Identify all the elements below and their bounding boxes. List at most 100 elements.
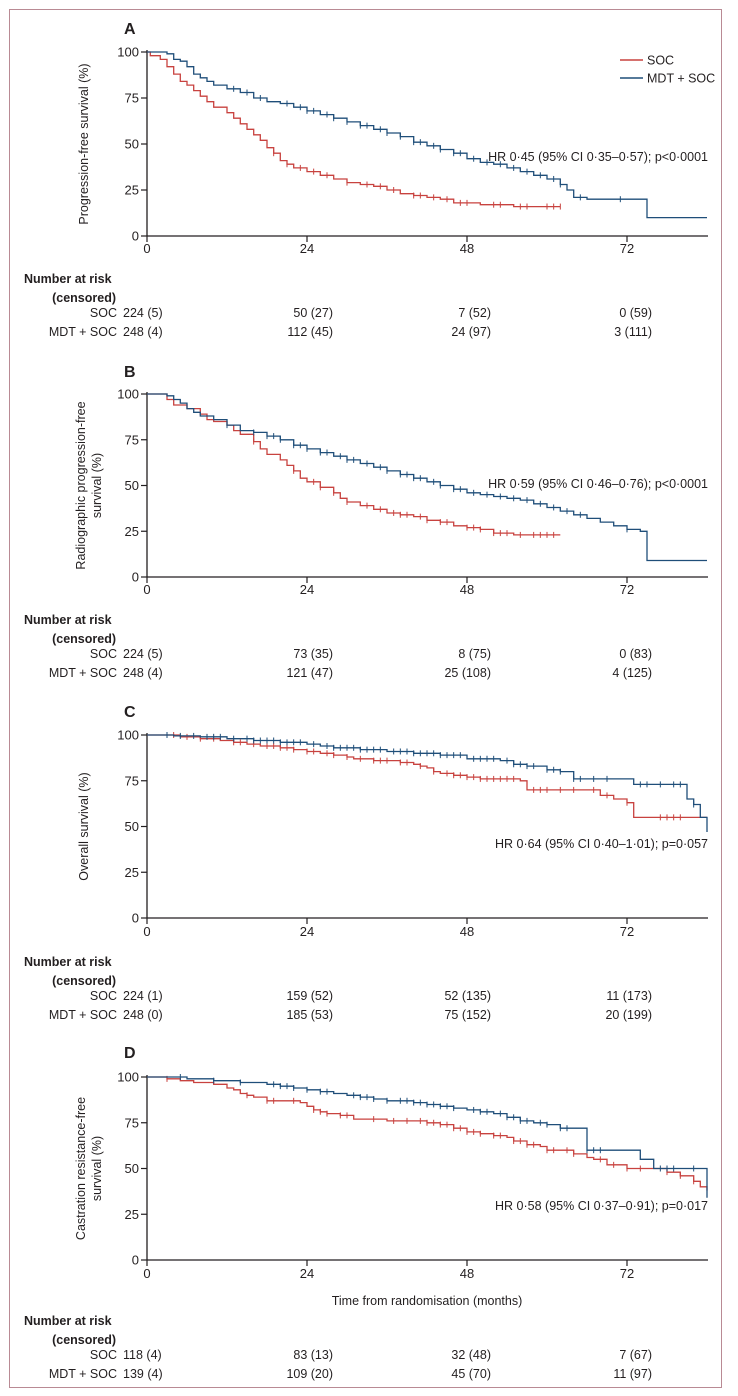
panel-c: C 0 25 50 75 100 0 24 48 72 Overall survival (%) HR… — [24, 704, 708, 1022]
risk-cell: 224 (5) — [123, 647, 163, 661]
legend-label: MDT + SOC — [647, 72, 715, 86]
risk-cell: 32 (48) — [451, 1348, 491, 1362]
risk-cell: 224 (1) — [123, 989, 163, 1003]
panel-letter: D — [124, 1045, 136, 1062]
km-curve-soc — [147, 1076, 708, 1191]
y-axis-label: survival (%) — [90, 1136, 104, 1201]
risk-cell: 185 (53) — [286, 1008, 333, 1022]
risk-table-title: Number at risk — [24, 1314, 112, 1328]
hazard-ratio-annotation: HR 0·45 (95% CI 0·35–0·57); p<0·0001 — [488, 150, 708, 164]
y-tick-label: 25 — [125, 1207, 139, 1222]
risk-cell: 8 (75) — [458, 647, 491, 661]
y-tick-label: 75 — [125, 432, 139, 447]
risk-row-label: SOC — [90, 306, 117, 320]
risk-cell: 24 (97) — [451, 325, 491, 339]
risk-row-label: SOC — [90, 1348, 117, 1362]
y-tick-label: 100 — [117, 387, 139, 402]
x-tick-label: 72 — [620, 1266, 634, 1281]
risk-cell: 25 (108) — [444, 666, 491, 680]
x-tick-label: 48 — [460, 241, 474, 256]
y-tick-label: 50 — [125, 478, 139, 493]
km-curve-mdt-soc — [147, 393, 707, 562]
y-tick-label: 50 — [125, 1161, 139, 1176]
y-axis-label: Castration resistance-free — [74, 1097, 88, 1240]
risk-cell: 224 (5) — [123, 306, 163, 320]
y-tick-label: 50 — [125, 137, 139, 152]
risk-cell: 139 (4) — [123, 1367, 163, 1381]
km-curve-mdt-soc — [147, 51, 707, 219]
panel-letter: B — [124, 364, 136, 381]
legend-label: SOC — [647, 54, 674, 68]
km-curve-soc — [147, 51, 561, 208]
x-tick-label: 0 — [143, 1266, 150, 1281]
y-tick-label: 0 — [132, 1253, 139, 1268]
risk-cell: 109 (20) — [286, 1367, 333, 1381]
y-tick-label: 75 — [125, 91, 139, 106]
y-tick-label: 100 — [117, 1070, 139, 1085]
panel-letter: A — [124, 21, 136, 38]
x-tick-label: 0 — [143, 582, 150, 597]
km-curve-mdt-soc — [147, 734, 708, 832]
risk-cell: 248 (0) — [123, 1008, 163, 1022]
risk-cell: 52 (135) — [444, 989, 491, 1003]
y-tick-label: 100 — [117, 45, 139, 60]
y-tick-label: 75 — [125, 1115, 139, 1130]
risk-cell: 11 (97) — [613, 1367, 652, 1381]
risk-row-label: SOC — [90, 647, 117, 661]
risk-cell: 121 (47) — [286, 666, 333, 680]
x-tick-label: 72 — [620, 924, 634, 939]
x-tick-label: 0 — [143, 241, 150, 256]
y-tick-label: 0 — [132, 229, 139, 244]
risk-table: Number at risk (censored)SOC 224 (5) 50 (27… — [24, 272, 652, 339]
panel-d: D 0 25 50 75 100 0 24 48 72 Castration resistance-… — [24, 1045, 708, 1381]
km-curve-soc — [147, 734, 707, 819]
risk-cell: 0 (83) — [619, 647, 652, 661]
y-axis-label: Overall survival (%) — [77, 772, 91, 880]
risk-table-title: Number at risk — [24, 955, 112, 969]
y-axis-label: survival (%) — [90, 453, 104, 518]
panel-a: A 0 25 50 75 100 0 24 48 72 Progression-free survi… — [24, 21, 715, 339]
y-tick-label: 50 — [125, 819, 139, 834]
hazard-ratio-annotation: HR 0·64 (95% CI 0·40–1·01); p=0·057 — [495, 837, 708, 851]
risk-cell: 7 (52) — [458, 306, 491, 320]
hazard-ratio-annotation: HR 0·59 (95% CI 0·46–0·76); p<0·0001 — [488, 477, 708, 491]
risk-cell: 248 (4) — [123, 666, 163, 680]
figure-frame — [9, 9, 722, 1388]
risk-cell: 73 (35) — [293, 647, 333, 661]
risk-table-title: Number at risk — [24, 613, 112, 627]
y-tick-label: 25 — [125, 524, 139, 539]
risk-cell: 248 (4) — [123, 325, 163, 339]
x-tick-label: 48 — [460, 582, 474, 597]
risk-table-subtitle: (censored) — [52, 632, 116, 646]
risk-cell: 0 (59) — [619, 306, 652, 320]
risk-cell: 11 (173) — [606, 989, 652, 1003]
risk-cell: 75 (152) — [444, 1008, 491, 1022]
risk-table-subtitle: (censored) — [52, 974, 116, 988]
risk-table: Number at risk (censored)SOC 224 (1) 159 (5… — [24, 955, 652, 1022]
y-axis-label: Radiographic progression-free — [74, 401, 88, 569]
x-tick-label: 24 — [300, 924, 314, 939]
x-tick-label: 24 — [300, 1266, 314, 1281]
risk-table: Number at risk (censored)SOC 224 (5) 73 (35… — [24, 613, 652, 680]
risk-cell: 159 (52) — [286, 989, 333, 1003]
risk-row-label: MDT + SOC — [49, 1008, 117, 1022]
panel-b: B 0 25 50 75 100 0 24 48 72 Radiographic progressi… — [24, 364, 708, 680]
y-axis-label: Progression-free survival (%) — [77, 63, 91, 224]
risk-row-label: SOC — [90, 989, 117, 1003]
y-tick-label: 25 — [125, 183, 139, 198]
risk-table-subtitle: (censored) — [52, 1333, 116, 1347]
x-axis-label: Time from randomisation (months) — [332, 1294, 523, 1308]
x-tick-label: 48 — [460, 1266, 474, 1281]
risk-cell: 4 (125) — [612, 666, 652, 680]
x-tick-label: 0 — [143, 924, 150, 939]
risk-cell: 83 (13) — [293, 1348, 333, 1362]
hazard-ratio-annotation: HR 0·58 (95% CI 0·37–0·91); p=0·017 — [495, 1199, 708, 1213]
y-tick-label: 0 — [132, 911, 139, 926]
risk-table-subtitle: (censored) — [52, 291, 116, 305]
risk-cell: 45 (70) — [451, 1367, 491, 1381]
y-tick-label: 100 — [117, 728, 139, 743]
x-tick-label: 72 — [620, 241, 634, 256]
risk-table-title: Number at risk — [24, 272, 112, 286]
y-tick-label: 0 — [132, 570, 139, 585]
y-tick-label: 75 — [125, 773, 139, 788]
